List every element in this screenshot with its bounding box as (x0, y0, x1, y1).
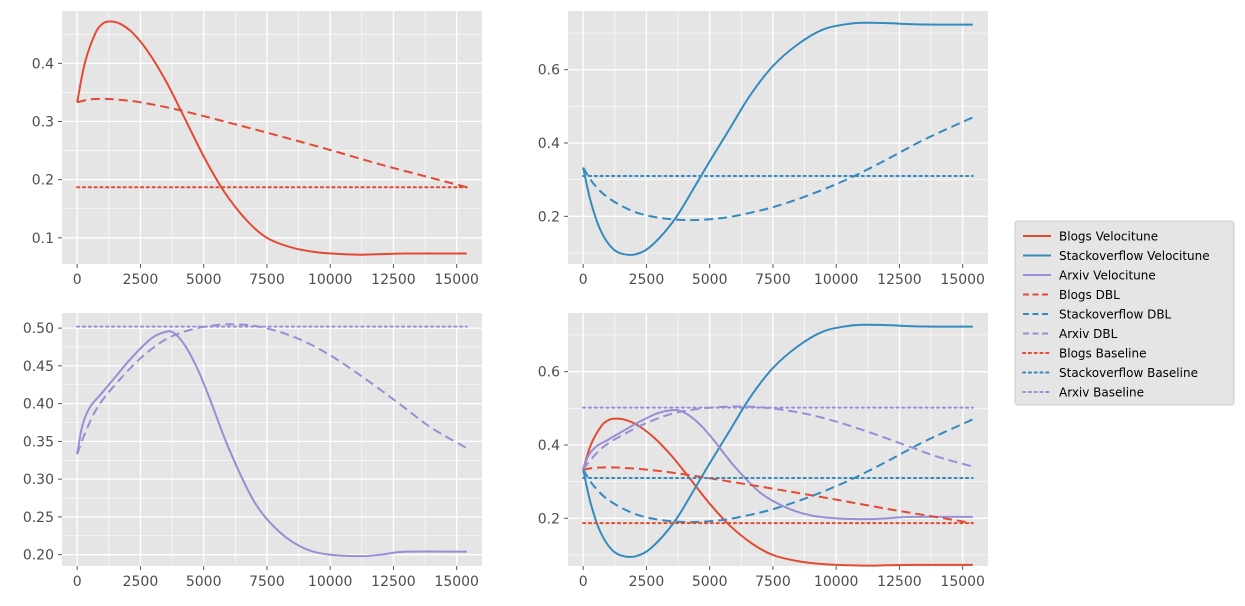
x-tick-label: 12500 (877, 574, 922, 590)
y-tick-label: 0.50 (23, 321, 54, 337)
legend-label: Blogs DBL (1059, 288, 1120, 302)
y-tick-label: 0.30 (23, 472, 54, 488)
legend-label: Blogs Baseline (1059, 347, 1146, 361)
x-tick-label: 2500 (123, 574, 159, 590)
x-tick-label: 15000 (434, 272, 479, 288)
x-tick-label: 7500 (249, 272, 285, 288)
series-line-arxiv-dbl (76, 323, 468, 455)
x-tick-label: 12500 (371, 272, 416, 288)
y-tick-label: 0.45 (23, 359, 54, 375)
y-tick-label: 0.6 (538, 365, 560, 381)
legend-label: Stackoverflow Velocitune (1059, 249, 1210, 263)
series-line-stackoverflow-dbl (582, 418, 974, 524)
panel-bottom-right: 0 2500 5000 7500 10000 12500 15000 0.2 0.4 0.6 (538, 313, 988, 590)
series-line-arxiv-velocitune (582, 408, 973, 521)
x-tick-label: 10000 (814, 272, 859, 288)
legend-label: Stackoverflow DBL (1059, 308, 1172, 322)
x-tick-label: 2500 (629, 272, 665, 288)
y-tick-label: 0.3 (32, 115, 54, 131)
legend-label: Arxiv DBL (1059, 327, 1118, 341)
series-line-blogs-velocitune (582, 417, 973, 567)
y-tick-label: 0.1 (32, 231, 54, 247)
legend-label: Arxiv Velocitune (1059, 269, 1156, 283)
x-tick-label: 0 (73, 574, 82, 590)
series-line-blogs-dbl (76, 97, 468, 189)
y-tick-label: 0.6 (538, 63, 560, 79)
x-tick-label: 2500 (629, 574, 665, 590)
x-tick-label: 0 (579, 272, 588, 288)
x-tick-label: 15000 (940, 574, 985, 590)
y-tick-label: 0.20 (23, 548, 54, 564)
y-tick-label: 0.4 (538, 136, 560, 152)
plot-area-background (62, 11, 482, 264)
x-tick-label: 12500 (877, 272, 922, 288)
x-tick-label: 0 (579, 574, 588, 590)
panel-bottom-left: 0 2500 5000 7500 10000 12500 15000 0.20 0.25 0.30… (23, 313, 482, 590)
x-tick-label: 0 (73, 272, 82, 288)
x-tick-label: 5000 (186, 574, 222, 590)
x-tick-label: 7500 (755, 272, 791, 288)
plot-area-background (568, 313, 988, 566)
x-tick-label: 2500 (123, 272, 159, 288)
y-tick-label: 0.35 (23, 434, 54, 450)
series-line-arxiv-dbl (582, 405, 974, 471)
panel-top-left: 0 2500 5000 7500 10000 12500 15000 0.1 0.2 0.3 0.4 (32, 11, 482, 288)
y-tick-label: 0.2 (32, 173, 54, 189)
x-tick-label: 10000 (308, 272, 353, 288)
y-tick-label: 0.40 (23, 397, 54, 413)
series-line-blogs-dbl (583, 466, 973, 525)
legend-box (1014, 220, 1235, 406)
legend-label: Arxiv Baseline (1059, 386, 1144, 400)
x-tick-label: 5000 (186, 272, 222, 288)
panel-top-right: 0 2500 5000 7500 10000 12500 15000 0.2 0.4 0.6 (538, 11, 988, 288)
series-line-blogs-velocitune (76, 20, 467, 256)
series-line-stackoverflow-dbl (582, 116, 974, 222)
series-line-stackoverflow-velocitune (582, 21, 973, 256)
y-tick-label: 0.4 (538, 438, 560, 454)
legend-label: Stackoverflow Baseline (1059, 366, 1198, 380)
plot-area-background (62, 313, 482, 566)
x-tick-label: 10000 (814, 574, 859, 590)
x-tick-label: 5000 (692, 574, 728, 590)
x-tick-label: 7500 (755, 574, 791, 590)
series-line-stackoverflow-velocitune (582, 323, 973, 558)
plot-area-background (568, 11, 988, 264)
x-tick-label: 10000 (308, 574, 353, 590)
x-tick-label: 12500 (371, 574, 416, 590)
y-tick-label: 0.2 (538, 511, 560, 527)
x-tick-label: 15000 (940, 272, 985, 288)
legend-label: Blogs Velocitune (1059, 230, 1158, 244)
y-tick-label: 0.25 (23, 510, 54, 526)
x-tick-label: 7500 (249, 574, 285, 590)
y-tick-label: 0.2 (538, 209, 560, 225)
y-tick-label: 0.4 (32, 56, 54, 72)
series-line-arxiv-velocitune (76, 330, 467, 558)
x-tick-label: 5000 (692, 272, 728, 288)
x-tick-label: 15000 (434, 574, 479, 590)
legend: Blogs Velocitune Stackoverflow Velocitune… (1014, 220, 1235, 406)
